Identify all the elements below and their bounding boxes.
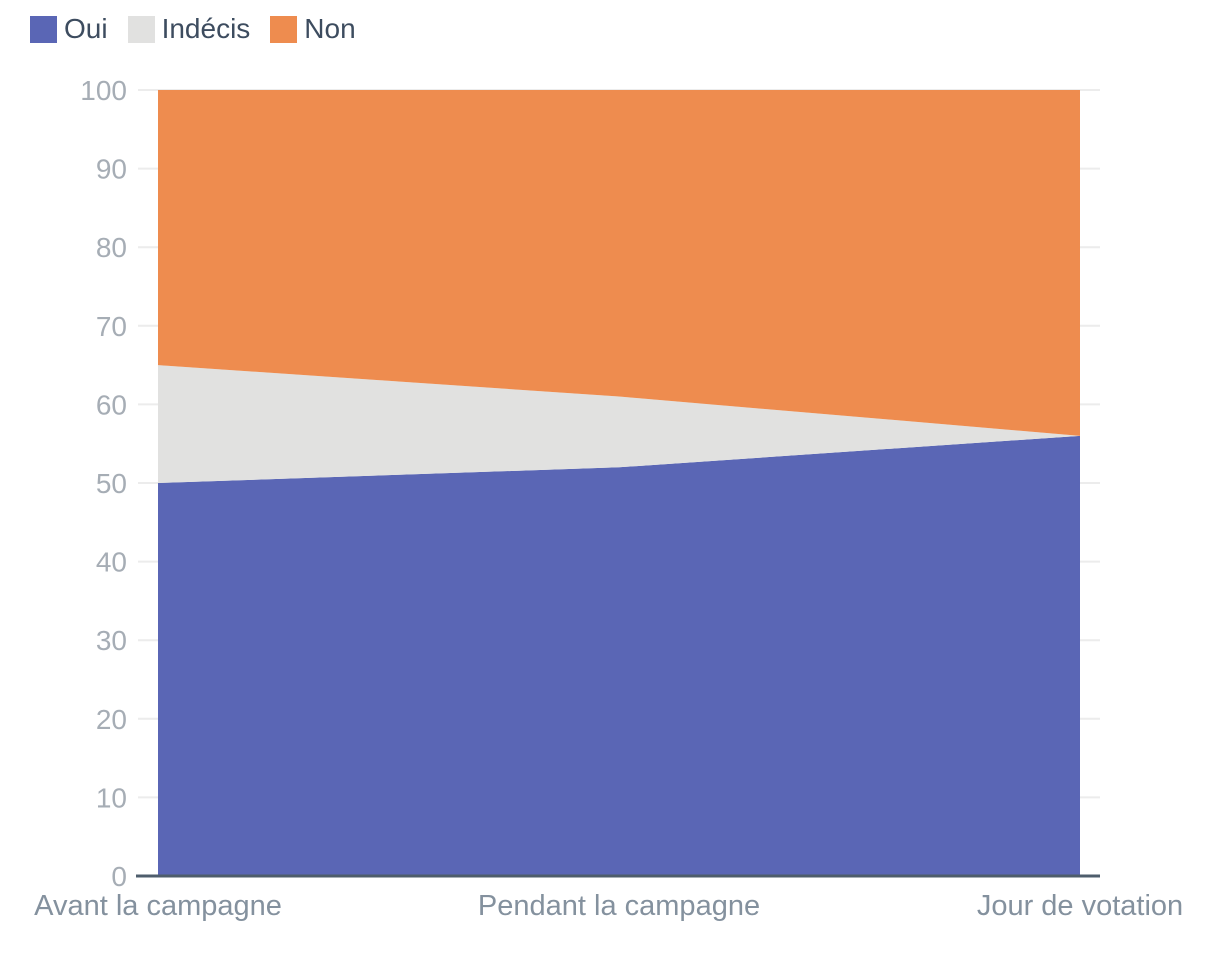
chart-legend: Oui Indécis Non — [30, 15, 356, 43]
y-tick-label: 70 — [96, 311, 127, 342]
y-tick-label: 30 — [96, 625, 127, 656]
y-tick-label: 90 — [96, 154, 127, 185]
legend-swatch-indecis — [127, 15, 155, 43]
area-indecis — [158, 365, 1080, 483]
legend-label: Non — [304, 13, 356, 44]
y-tick-label: 80 — [96, 232, 127, 263]
y-tick-label: 0 — [111, 861, 127, 892]
y-tick-label: 10 — [96, 782, 127, 813]
legend-swatch-oui — [30, 15, 57, 43]
legend-label: Oui — [64, 13, 108, 44]
legend-item-indecis[interactable]: Indécis — [127, 13, 251, 44]
x-axis-label-pendant-la-campagne: Pendant la campagne — [478, 890, 760, 922]
y-tick-label: 100 — [80, 75, 127, 106]
y-tick-label: 60 — [96, 389, 127, 420]
y-tick-label: 40 — [96, 547, 127, 578]
area-oui — [158, 435, 1080, 876]
legend-item-non[interactable]: Non — [270, 13, 356, 44]
legend-label: Indécis — [161, 13, 251, 44]
legend-item-oui[interactable]: Oui — [30, 15, 108, 43]
y-tick-label: 20 — [96, 704, 127, 735]
legend-swatch-non — [270, 15, 298, 43]
y-tick-label: 50 — [96, 468, 127, 499]
x-axis-label-jour-de-votation: Jour de votation — [977, 890, 1183, 922]
x-axis-label-avant-la-campagne: Avant la campagne — [34, 890, 282, 922]
area-non — [158, 90, 1080, 436]
